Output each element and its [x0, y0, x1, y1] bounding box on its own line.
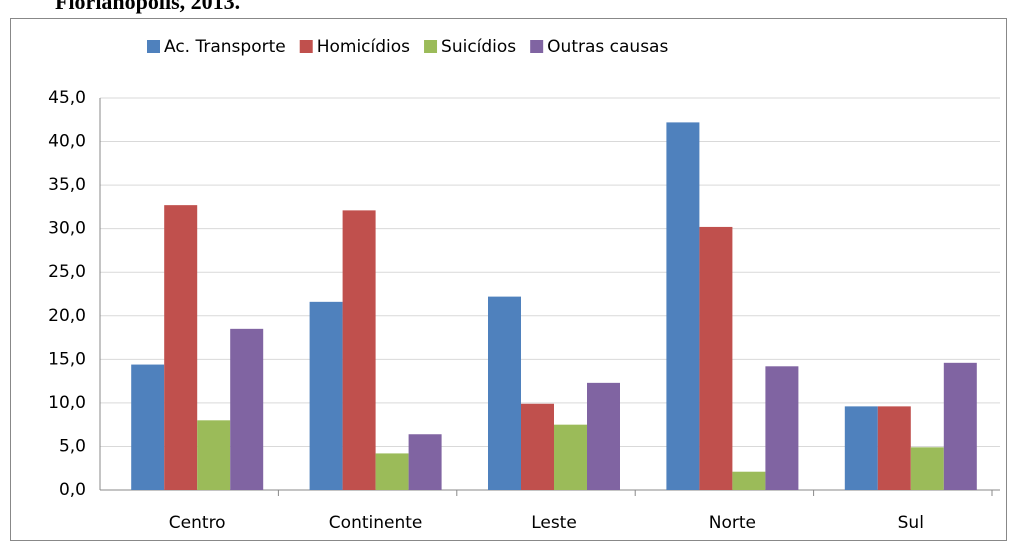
bar — [666, 122, 700, 490]
y-tick-label: 35,0 — [48, 175, 86, 195]
bar — [765, 366, 799, 490]
bar — [844, 406, 878, 490]
bar — [408, 434, 442, 490]
legend-swatch — [147, 40, 160, 53]
x-tick-label: Sul — [898, 513, 924, 533]
y-tick-label: 15,0 — [48, 349, 86, 369]
bar — [131, 364, 165, 490]
chart-frame — [10, 18, 1007, 541]
x-tick-label: Leste — [531, 513, 577, 533]
bar — [587, 382, 620, 490]
bar — [699, 226, 733, 490]
y-tick-label: 45,0 — [48, 88, 86, 108]
bar — [732, 471, 766, 490]
legend-swatch — [424, 40, 438, 53]
y-tick-label: 40,0 — [48, 132, 86, 152]
legend-label: Homicídios — [317, 37, 410, 57]
bar — [554, 424, 587, 490]
y-tick-label: 5,0 — [59, 436, 86, 456]
x-tick-label: Continente — [329, 513, 423, 533]
y-tick-label: 10,0 — [48, 393, 86, 413]
bar — [910, 447, 944, 490]
legend-swatch — [299, 40, 313, 53]
bar — [164, 205, 198, 490]
bar — [488, 296, 521, 490]
x-tick-label: Norte — [709, 513, 756, 533]
x-tick-label: Centro — [169, 513, 226, 533]
bar — [230, 328, 264, 490]
bar — [197, 420, 231, 490]
legend-swatch — [530, 40, 544, 53]
bar — [309, 301, 343, 490]
y-tick-label: 25,0 — [48, 262, 86, 282]
bar — [342, 210, 376, 490]
y-tick-label: 0,0 — [59, 480, 86, 500]
y-tick-label: 30,0 — [48, 219, 86, 239]
y-tick-label: 20,0 — [48, 306, 86, 326]
legend-label: Suicídios — [441, 37, 516, 57]
bar — [375, 453, 409, 490]
bar — [877, 406, 911, 490]
chart-title: Florianópolis, 2013. — [55, 0, 240, 14]
bar — [521, 403, 554, 490]
legend-label: Outras causas — [547, 37, 668, 57]
legend-label: Ac. Transporte — [164, 37, 286, 57]
bar — [943, 362, 977, 490]
